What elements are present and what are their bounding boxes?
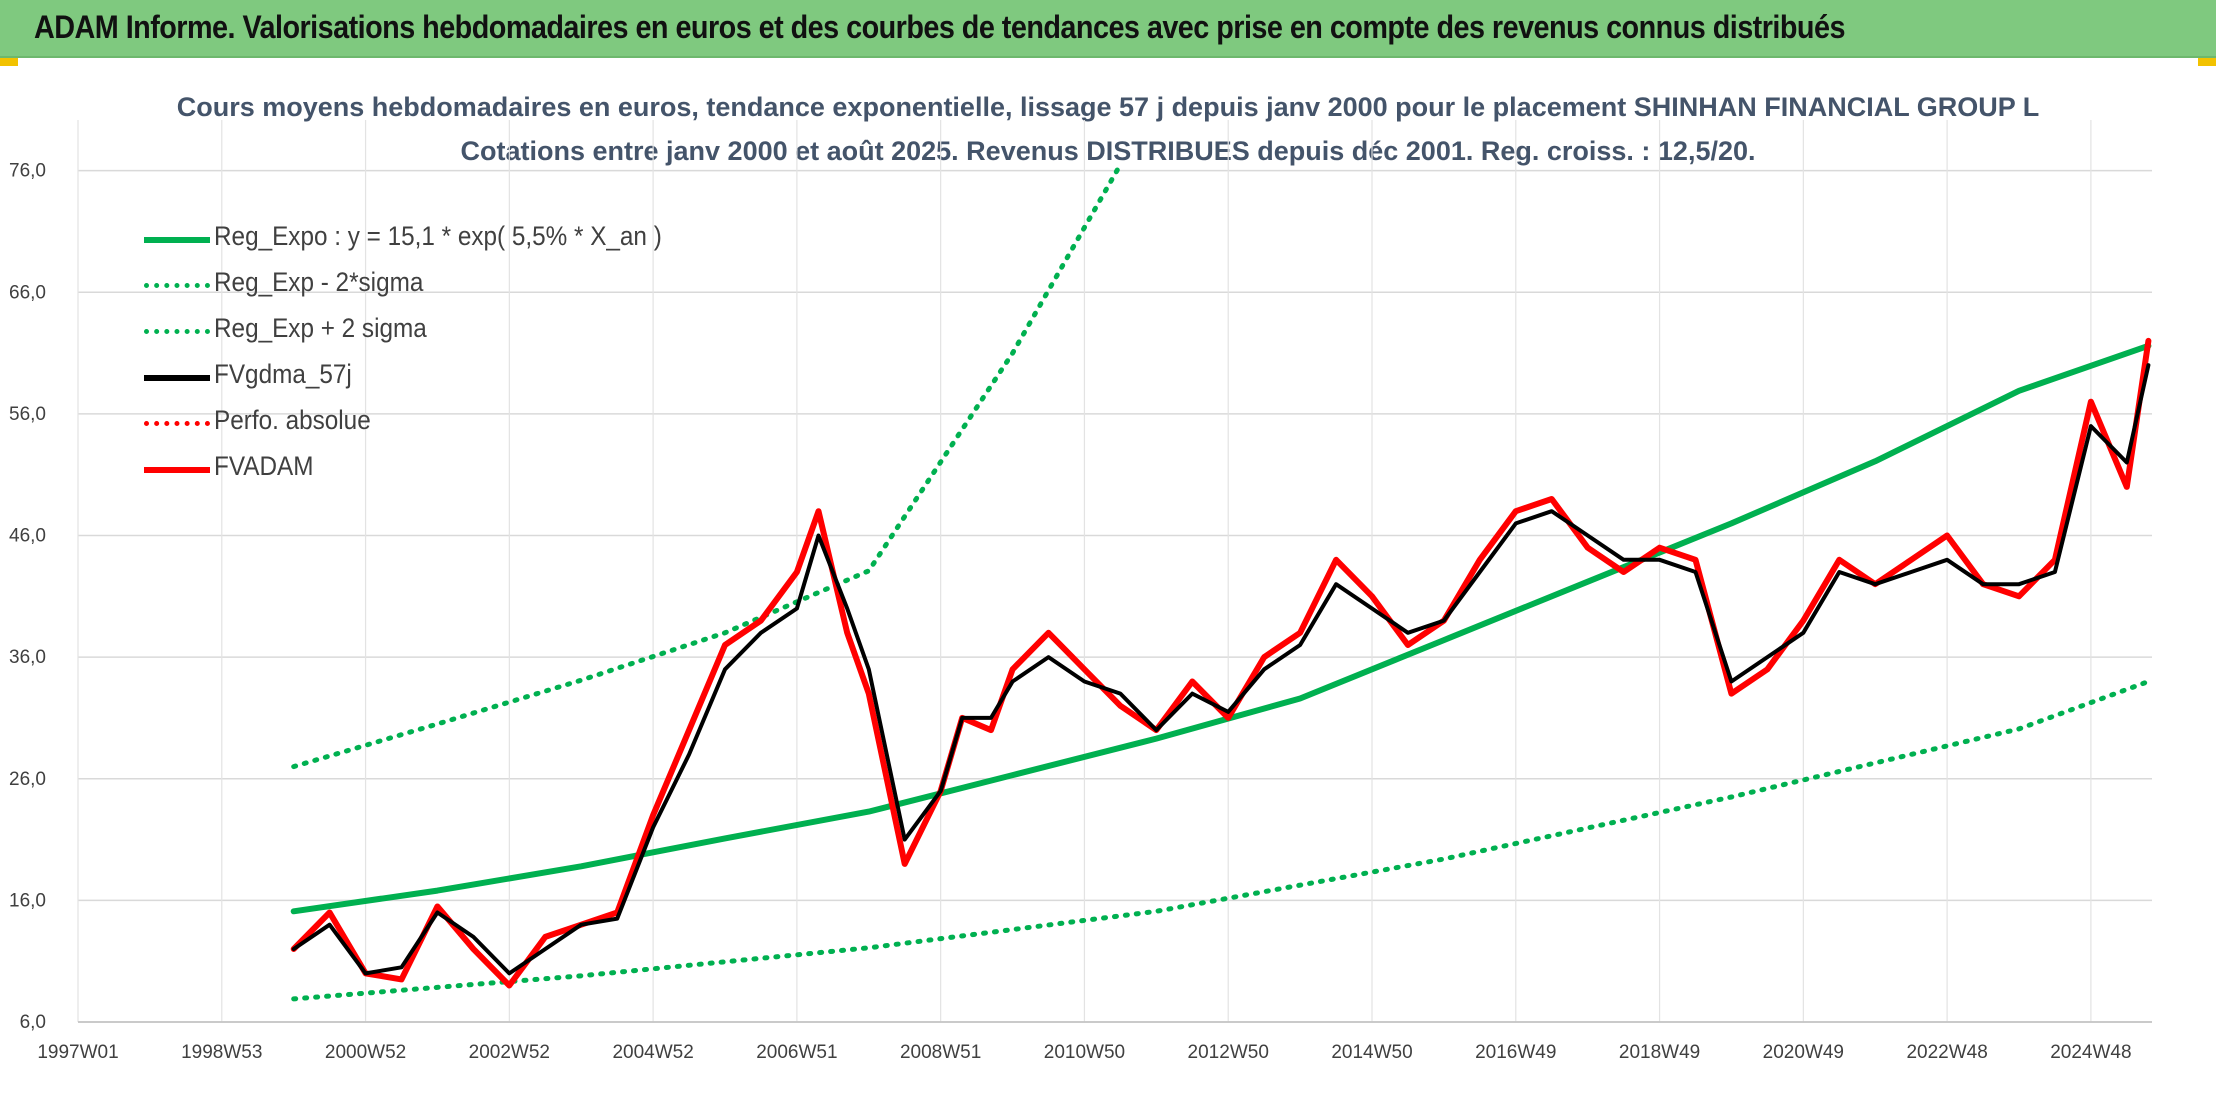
legend-label: Perfo. absolue: [214, 405, 371, 435]
x-tick-label: 2000W52: [325, 1042, 406, 1063]
legend-swatch: [144, 467, 210, 473]
legend-swatch: [144, 329, 210, 334]
legend-swatch: [144, 283, 210, 288]
legend-swatch: [144, 421, 210, 426]
x-tick-label: 2024W48: [2050, 1042, 2131, 1063]
y-tick-label: 6,0: [20, 1012, 46, 1033]
series-reg-exp-line: [291, 162, 1123, 770]
x-tick-label: 2016W49: [1475, 1042, 1556, 1063]
y-tick-label: 36,0: [9, 647, 46, 668]
series-fvgdma-57j-line: [291, 363, 2151, 976]
x-tick-label: 2012W50: [1188, 1042, 1269, 1063]
x-tick-label: 1998W53: [181, 1042, 262, 1063]
x-tick-label: 2020W49: [1763, 1042, 1844, 1063]
x-tick-label: 2006W51: [756, 1042, 837, 1063]
y-tick-label: 66,0: [9, 282, 46, 303]
corner-marker: [2198, 58, 2216, 66]
x-tick-label: 2002W52: [469, 1042, 550, 1063]
legend-label: Reg_Exp + 2 sigma: [214, 313, 427, 343]
x-tick-label: 2022W48: [1906, 1042, 1987, 1063]
legend-swatch: [144, 375, 210, 381]
legend-label: Reg_Exp - 2*sigma: [214, 267, 424, 297]
x-tick-label: 2014W50: [1331, 1042, 1412, 1063]
chart-title-line1: Cours moyens hebdomadaires en euros, ten…: [176, 92, 2040, 122]
series-perfo--line: [291, 338, 2151, 988]
x-tick-label: 2018W49: [1619, 1042, 1700, 1063]
x-tick-label: 2008W51: [900, 1042, 981, 1063]
y-tick-label: 26,0: [9, 769, 46, 790]
x-tick-label: 2004W52: [612, 1042, 693, 1063]
header-bar: ADAM Informe. Valorisations hebdomadaire…: [0, 0, 2216, 58]
chart-title-line2: Cotations entre janv 2000 et août 2025. …: [460, 136, 1756, 166]
x-tick-label: 2010W50: [1044, 1042, 1125, 1063]
y-tick-label: 76,0: [9, 161, 46, 182]
y-tick-label: 16,0: [9, 890, 46, 911]
legend-label: FVADAM: [214, 451, 314, 481]
x-tick-label: 1997W01: [37, 1042, 118, 1063]
series-reg-expo-line: [290, 342, 2152, 915]
page-title: ADAM Informe. Valorisations hebdomadaire…: [34, 9, 1845, 45]
series-reg-exp-line: [291, 679, 2151, 1002]
legend-label: FVgdma_57j: [214, 359, 352, 389]
corner-marker: [0, 58, 18, 66]
series-fvadam-line: [290, 337, 2152, 989]
legend-label: Reg_Expo : y = 15,1 * exp( 5,5% * X_an ): [214, 221, 662, 251]
legend-swatch: [144, 237, 210, 243]
y-tick-label: 46,0: [9, 526, 46, 547]
y-tick-label: 56,0: [9, 404, 46, 425]
